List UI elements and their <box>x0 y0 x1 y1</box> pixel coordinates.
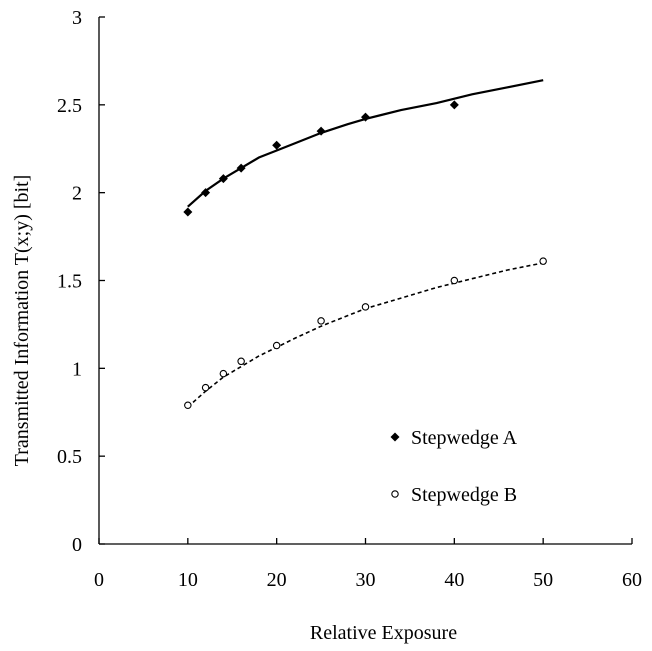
legend: Stepwedge A Stepwedge B <box>390 427 518 506</box>
legend-label: Stepwedge B <box>411 484 517 506</box>
series-0-point <box>183 207 193 217</box>
series-1-point <box>450 276 459 285</box>
y-tick-label: 0 <box>72 534 82 556</box>
x-tick-label: 0 <box>94 569 104 591</box>
series-0-point <box>316 126 326 136</box>
y-tick-label: 3 <box>72 7 82 29</box>
y-axis-title: Transmitted Information T(x;y) [bit] <box>11 175 33 467</box>
y-tick-label: 2 <box>72 183 82 205</box>
series-1-point <box>184 401 192 409</box>
series-0-point <box>236 163 246 173</box>
series-1-point <box>219 369 228 378</box>
series-0-point <box>218 174 228 184</box>
series-1-point <box>361 303 370 311</box>
y-tick-label: 1.5 <box>57 271 82 293</box>
series-0-point <box>361 112 370 122</box>
axes: 00.511.522.530 10 20 30 40 50 60 <box>57 7 642 591</box>
x-tick-label: 50 <box>533 569 553 591</box>
x-axis-title: Relative Exposure <box>310 622 457 644</box>
x-tick-label: 60 <box>622 569 642 591</box>
y-tick-label: 0.5 <box>57 446 82 468</box>
series-1-point <box>539 257 547 265</box>
series-1-point <box>317 317 325 325</box>
x-tick-label: 10 <box>178 569 198 591</box>
series-1-point <box>272 341 281 350</box>
series-1-point <box>237 357 245 366</box>
x-tick-label: 20 <box>267 569 287 591</box>
data-points <box>183 100 547 409</box>
x-tick-label: 30 <box>356 569 376 591</box>
y-tick-label: 1 <box>72 358 82 380</box>
series-1-fit-line <box>187 262 544 408</box>
x-tick-label: 40 <box>444 569 464 591</box>
series-0-point <box>272 140 282 150</box>
y-tick-label: 2.5 <box>57 95 82 117</box>
series-0-point <box>449 100 459 110</box>
legend-label: Stepwedge A <box>411 427 518 449</box>
series-0-point <box>201 188 211 198</box>
series-0-fit-line <box>187 79 544 208</box>
legend-marker-0 <box>390 432 400 442</box>
series-1-point <box>201 383 210 392</box>
legend-marker-1 <box>391 490 399 498</box>
